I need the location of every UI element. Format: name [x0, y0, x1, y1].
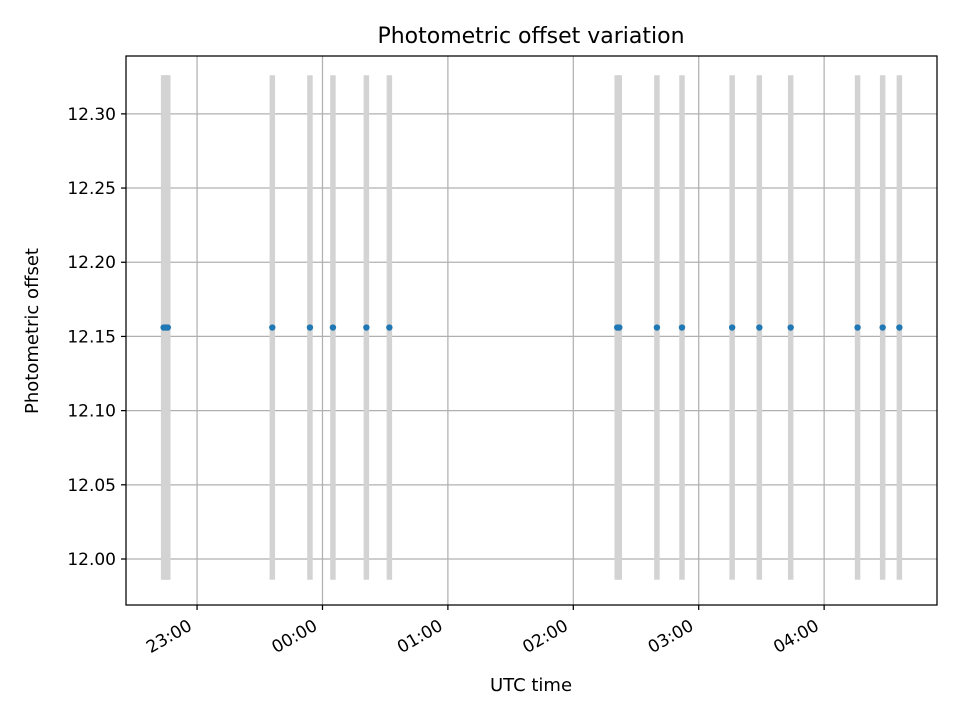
data-point: [653, 324, 661, 331]
y-axis: 12.00 12.05 12.10 12.15 12.20 12.25 12.30: [67, 105, 126, 570]
x-axis-label: UTC time: [490, 675, 572, 696]
y-tick-label: 12.25: [67, 179, 116, 199]
y-tick-label: 12.05: [67, 476, 116, 496]
grid: [126, 56, 937, 605]
data-point: [854, 324, 861, 331]
data-point: [787, 324, 794, 331]
y-tick-label: 12.30: [67, 105, 116, 125]
y-axis-label: Photometric offset: [22, 248, 43, 414]
data-point: [363, 324, 370, 331]
chart-title: Photometric offset variation: [377, 24, 684, 49]
data-point: [616, 324, 623, 331]
data-point: [756, 324, 763, 331]
y-tick-label: 12.20: [67, 253, 116, 273]
y-tick-label: 12.00: [67, 550, 116, 570]
y-tick-label: 12.10: [67, 402, 116, 422]
data-point: [678, 324, 686, 331]
data-point: [269, 324, 276, 331]
y-tick-label: 12.15: [67, 327, 116, 347]
plot-frame: [125, 55, 938, 606]
data-point: [164, 324, 172, 331]
data-point: [386, 324, 393, 331]
data-point: [879, 324, 886, 331]
data-point: [306, 324, 314, 331]
data-point: [329, 324, 337, 331]
data-points: [160, 324, 903, 331]
data-point: [896, 324, 903, 331]
data-point: [728, 324, 736, 331]
